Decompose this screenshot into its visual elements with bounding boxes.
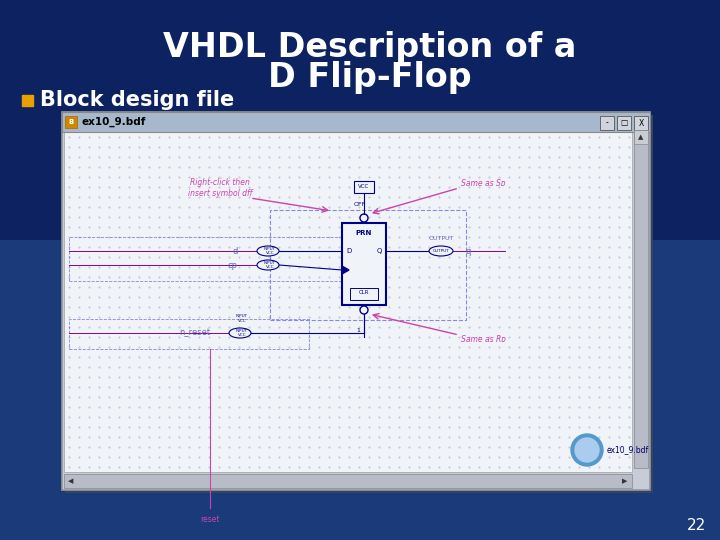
Text: cp: cp [228, 260, 238, 269]
FancyBboxPatch shape [62, 112, 650, 490]
Text: Same as Sᴅ: Same as Sᴅ [461, 179, 505, 187]
Text: d: d [233, 246, 238, 255]
Text: OUTPUT: OUTPUT [428, 237, 454, 241]
Circle shape [575, 438, 599, 462]
Ellipse shape [229, 328, 251, 338]
FancyBboxPatch shape [65, 115, 653, 493]
Text: D: D [346, 248, 351, 254]
FancyBboxPatch shape [0, 0, 720, 240]
Bar [270, 210, 466, 320]
Text: ex10_9.bdf: ex10_9.bdf [82, 117, 146, 127]
Text: Same as Rᴅ: Same as Rᴅ [461, 335, 506, 345]
Text: OFF: OFF [354, 202, 366, 207]
Text: INPUT
VCC: INPUT VCC [264, 247, 276, 255]
FancyBboxPatch shape [634, 130, 648, 144]
Ellipse shape [257, 246, 279, 256]
Text: q: q [466, 246, 472, 255]
Text: D Flip-Flop: D Flip-Flop [268, 62, 472, 94]
FancyBboxPatch shape [342, 223, 386, 305]
Text: VCC: VCC [359, 185, 369, 190]
Ellipse shape [429, 246, 453, 256]
Text: PRN: PRN [356, 230, 372, 236]
Text: Right-click then
insert symbol dff: Right-click then insert symbol dff [188, 178, 252, 198]
Polygon shape [342, 266, 349, 274]
Text: □: □ [621, 118, 628, 127]
FancyBboxPatch shape [64, 474, 632, 488]
Text: CLR: CLR [359, 291, 369, 295]
FancyBboxPatch shape [62, 112, 650, 132]
Text: INPUT
VCC: INPUT VCC [264, 261, 276, 269]
Text: n_reset: n_reset [179, 328, 210, 338]
FancyBboxPatch shape [65, 116, 77, 128]
Text: Q: Q [377, 248, 382, 254]
Text: VHDL Description of a: VHDL Description of a [163, 31, 577, 64]
FancyBboxPatch shape [634, 130, 648, 468]
Text: INPUT
VCC: INPUT VCC [236, 329, 248, 338]
Text: 1: 1 [356, 328, 360, 334]
FancyBboxPatch shape [354, 181, 374, 193]
Text: Block design file: Block design file [40, 90, 234, 110]
Text: B: B [68, 119, 73, 125]
FancyBboxPatch shape [64, 132, 632, 472]
FancyBboxPatch shape [22, 95, 33, 106]
Text: -: - [606, 118, 608, 127]
Text: OUTPUT: OUTPUT [433, 249, 449, 253]
Text: INPUT
VCC: INPUT VCC [236, 314, 248, 323]
FancyBboxPatch shape [0, 240, 720, 540]
Text: ◀: ◀ [68, 478, 73, 484]
FancyBboxPatch shape [634, 116, 648, 130]
Circle shape [571, 434, 603, 466]
Bar [69, 319, 309, 349]
FancyBboxPatch shape [617, 116, 631, 130]
Text: reset: reset [200, 515, 220, 524]
Text: 22: 22 [687, 517, 706, 532]
FancyBboxPatch shape [600, 116, 614, 130]
Ellipse shape [257, 260, 279, 270]
Text: ▲: ▲ [639, 134, 644, 140]
Text: X: X [639, 118, 644, 127]
Bar [69, 237, 369, 281]
Text: ▶: ▶ [622, 478, 628, 484]
Text: ex10_9.bdf: ex10_9.bdf [607, 446, 649, 455]
